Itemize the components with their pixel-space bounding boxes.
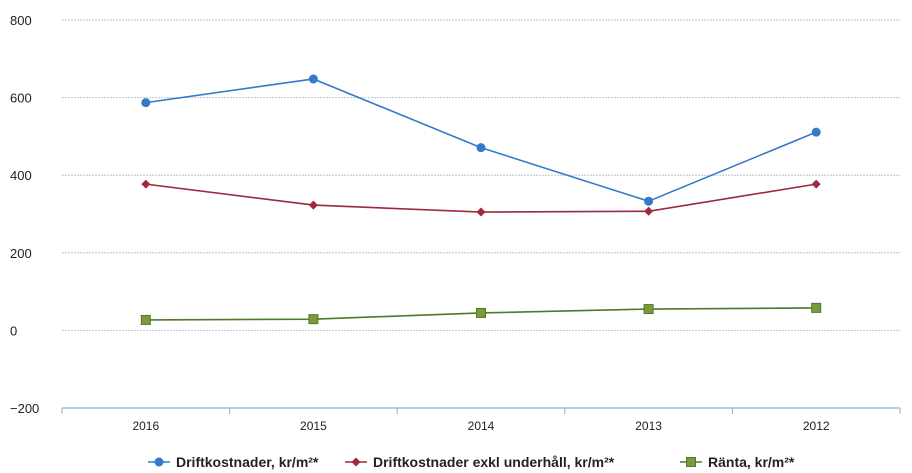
series-1: [141, 74, 821, 206]
series-2: [141, 179, 821, 217]
series-group: [140, 74, 822, 325]
legend-item: Ränta, kr/m²*: [680, 454, 795, 470]
data-point: [811, 302, 822, 313]
y-tick-label: 800: [10, 13, 32, 28]
y-tick-label: 200: [10, 246, 32, 261]
data-point: [811, 127, 821, 137]
x-axis: [61, 407, 901, 414]
legend-item: Driftkostnader, kr/m²*: [148, 454, 319, 470]
data-point: [140, 314, 151, 325]
data-point: [644, 206, 654, 216]
x-tick-label: 2016: [132, 419, 159, 433]
legend-marker: [351, 457, 361, 467]
x-tick-label: 2012: [803, 419, 830, 433]
legend-label: Driftkostnader exkl underhåll, kr/m²*: [373, 454, 615, 470]
data-point: [141, 98, 151, 108]
x-tick-label: 2015: [300, 419, 327, 433]
x-tick-label: 2013: [635, 419, 662, 433]
grid-lines: [62, 19, 900, 331]
y-tick-label: 400: [10, 168, 32, 183]
x-axis-labels: 2016 2015 2014 2013 2012: [132, 419, 829, 433]
data-point: [476, 143, 486, 153]
legend-item: Driftkostnader exkl underhåll, kr/m²*: [345, 454, 615, 470]
data-point: [476, 207, 486, 217]
data-point: [308, 314, 319, 325]
data-point: [811, 179, 821, 189]
data-point: [476, 307, 486, 318]
y-axis-labels: 800 600 400 200 0 −200: [10, 13, 39, 416]
y-tick-label: 600: [10, 91, 32, 106]
data-point: [644, 196, 654, 206]
data-point: [141, 179, 151, 189]
y-tick-label: −200: [10, 401, 39, 416]
legend: Driftkostnader, kr/m²* Driftkostnader exk…: [148, 454, 795, 470]
data-point: [643, 304, 654, 315]
x-tick-label: 2014: [468, 419, 495, 433]
series-3: [140, 302, 822, 325]
legend-marker: [154, 457, 164, 467]
y-tick-label: 0: [10, 323, 17, 338]
data-point: [308, 200, 318, 210]
legend-marker: [686, 457, 696, 467]
legend-label: Driftkostnader, kr/m²*: [176, 454, 319, 470]
legend-label: Ränta, kr/m²*: [708, 454, 795, 470]
data-point: [308, 74, 318, 84]
